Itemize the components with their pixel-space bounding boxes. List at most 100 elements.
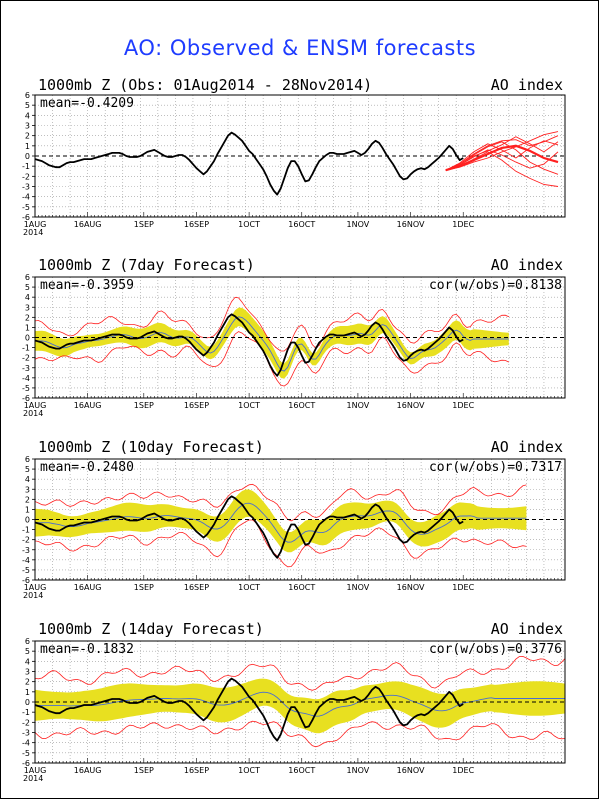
- y-tick-label: 3: [25, 122, 30, 131]
- ensemble-spread-band: [35, 678, 565, 734]
- panel-index-label: AO index: [491, 256, 563, 274]
- panel-mean-label: mean=-0.1832: [40, 642, 134, 657]
- x-tick-label: 1NOV: [347, 583, 370, 592]
- y-tick-label: 1: [25, 142, 30, 151]
- y-tick-label: 3: [25, 668, 30, 677]
- y-tick-label: 0: [25, 334, 30, 343]
- x-tick-label: 16SEP: [184, 583, 209, 592]
- y-tick-label: -4: [22, 739, 30, 748]
- panel-index-label: AO index: [491, 76, 563, 94]
- y-tick-label: -3: [22, 546, 30, 555]
- y-tick-label: 6: [25, 91, 30, 100]
- y-tick-label: 2: [25, 495, 30, 504]
- y-tick-label: -2: [22, 172, 30, 181]
- x-year-label: 2014: [23, 774, 43, 783]
- panel-title: 1000mb Z (7day Forecast): [38, 256, 255, 274]
- x-tick-label: 1NOV: [347, 766, 370, 775]
- y-tick-label: 2: [25, 678, 30, 687]
- y-tick-label: 3: [25, 303, 30, 312]
- x-tick-label: 1DEC: [452, 766, 474, 775]
- panel-title: 1000mb Z (10day Forecast): [38, 438, 264, 456]
- y-tick-label: -1: [22, 162, 30, 171]
- panel-mean-label: mean=-0.2480: [40, 460, 134, 475]
- y-tick-label: -1: [22, 708, 30, 717]
- y-tick-label: -1: [22, 344, 30, 353]
- x-tick-label: 16AUG: [74, 766, 102, 775]
- y-tick-label: -2: [22, 718, 30, 727]
- y-tick-label: 5: [25, 647, 30, 656]
- y-tick-label: 3: [25, 485, 30, 494]
- figure-title: AO: Observed & ENSM forecasts: [123, 36, 477, 60]
- y-tick-label: -4: [22, 556, 30, 565]
- panel-correlation-label: cor(w/obs)=0.7317: [429, 460, 562, 475]
- x-tick-label: 16OCT: [288, 220, 315, 229]
- forecast-member-line: [445, 151, 559, 187]
- x-tick-label: 16NOV: [397, 401, 425, 410]
- observed-ao-line: [35, 131, 464, 196]
- x-tick-label: 16SEP: [184, 220, 209, 229]
- panel-index-label: AO index: [491, 438, 563, 456]
- x-tick-label: 1NOV: [347, 401, 370, 410]
- x-tick-label: 1DEC: [452, 401, 474, 410]
- y-tick-label: 2: [25, 313, 30, 322]
- panel-title: 1000mb Z (Obs: 01Aug2014 - 28Nov2014): [38, 76, 372, 94]
- forecast-member-line: [445, 136, 559, 171]
- y-tick-label: 2: [25, 132, 30, 141]
- y-tick-label: 6: [25, 455, 30, 464]
- x-tick-label: 1AUG: [24, 401, 47, 410]
- y-tick-label: -5: [22, 749, 30, 758]
- ensemble-spread-band: [35, 489, 527, 553]
- y-tick-label: 5: [25, 283, 30, 292]
- y-tick-label: -5: [22, 203, 30, 212]
- x-tick-label: 1AUG: [24, 583, 47, 592]
- x-year-label: 2014: [23, 228, 43, 237]
- x-tick-label: 16SEP: [184, 766, 209, 775]
- x-tick-label: 1NOV: [347, 220, 370, 229]
- x-tick-label: 16NOV: [397, 766, 425, 775]
- ensemble-max-line: [35, 483, 527, 522]
- y-tick-label: 5: [25, 101, 30, 110]
- y-tick-label: -6: [22, 213, 30, 222]
- panel-index-label: AO index: [491, 620, 563, 638]
- y-tick-label: -5: [22, 384, 30, 393]
- y-tick-label: -3: [22, 729, 30, 738]
- y-tick-label: -3: [22, 364, 30, 373]
- y-tick-label: 4: [25, 111, 30, 120]
- panel-correlation-label: cor(w/obs)=0.8138: [429, 278, 562, 293]
- y-tick-label: -4: [22, 374, 30, 383]
- ensemble-max-line: [35, 296, 509, 352]
- y-tick-label: 6: [25, 273, 30, 282]
- observed-ao-line: [35, 677, 464, 742]
- y-tick-label: 0: [25, 516, 30, 525]
- y-tick-label: -6: [22, 759, 30, 768]
- ensemble-mean-line: [35, 316, 509, 372]
- x-tick-label: 1DEC: [452, 220, 474, 229]
- y-tick-label: 6: [25, 637, 30, 646]
- x-tick-label: 16SEP: [184, 401, 209, 410]
- panel-mean-label: mean=-0.4209: [40, 96, 134, 111]
- x-tick-label: 1DEC: [452, 583, 474, 592]
- x-tick-label: 1OCT: [238, 401, 260, 410]
- y-tick-label: 4: [25, 293, 30, 302]
- y-tick-label: -5: [22, 566, 30, 575]
- x-tick-label: 16OCT: [288, 401, 315, 410]
- x-tick-label: 16NOV: [397, 220, 425, 229]
- forecast-member-line: [445, 140, 559, 171]
- x-tick-label: 1AUG: [24, 220, 47, 229]
- y-tick-label: -6: [22, 394, 30, 403]
- y-tick-label: -3: [22, 183, 30, 192]
- ensemble-mean-line: [35, 502, 527, 543]
- x-tick-label: 16NOV: [397, 583, 425, 592]
- y-tick-label: -2: [22, 536, 30, 545]
- y-tick-label: 1: [25, 505, 30, 514]
- x-tick-label: 16AUG: [74, 401, 102, 410]
- x-year-label: 2014: [23, 591, 43, 600]
- forecast-member-line: [445, 141, 559, 175]
- y-tick-label: 4: [25, 475, 30, 484]
- x-tick-label: 1SEP: [134, 401, 154, 410]
